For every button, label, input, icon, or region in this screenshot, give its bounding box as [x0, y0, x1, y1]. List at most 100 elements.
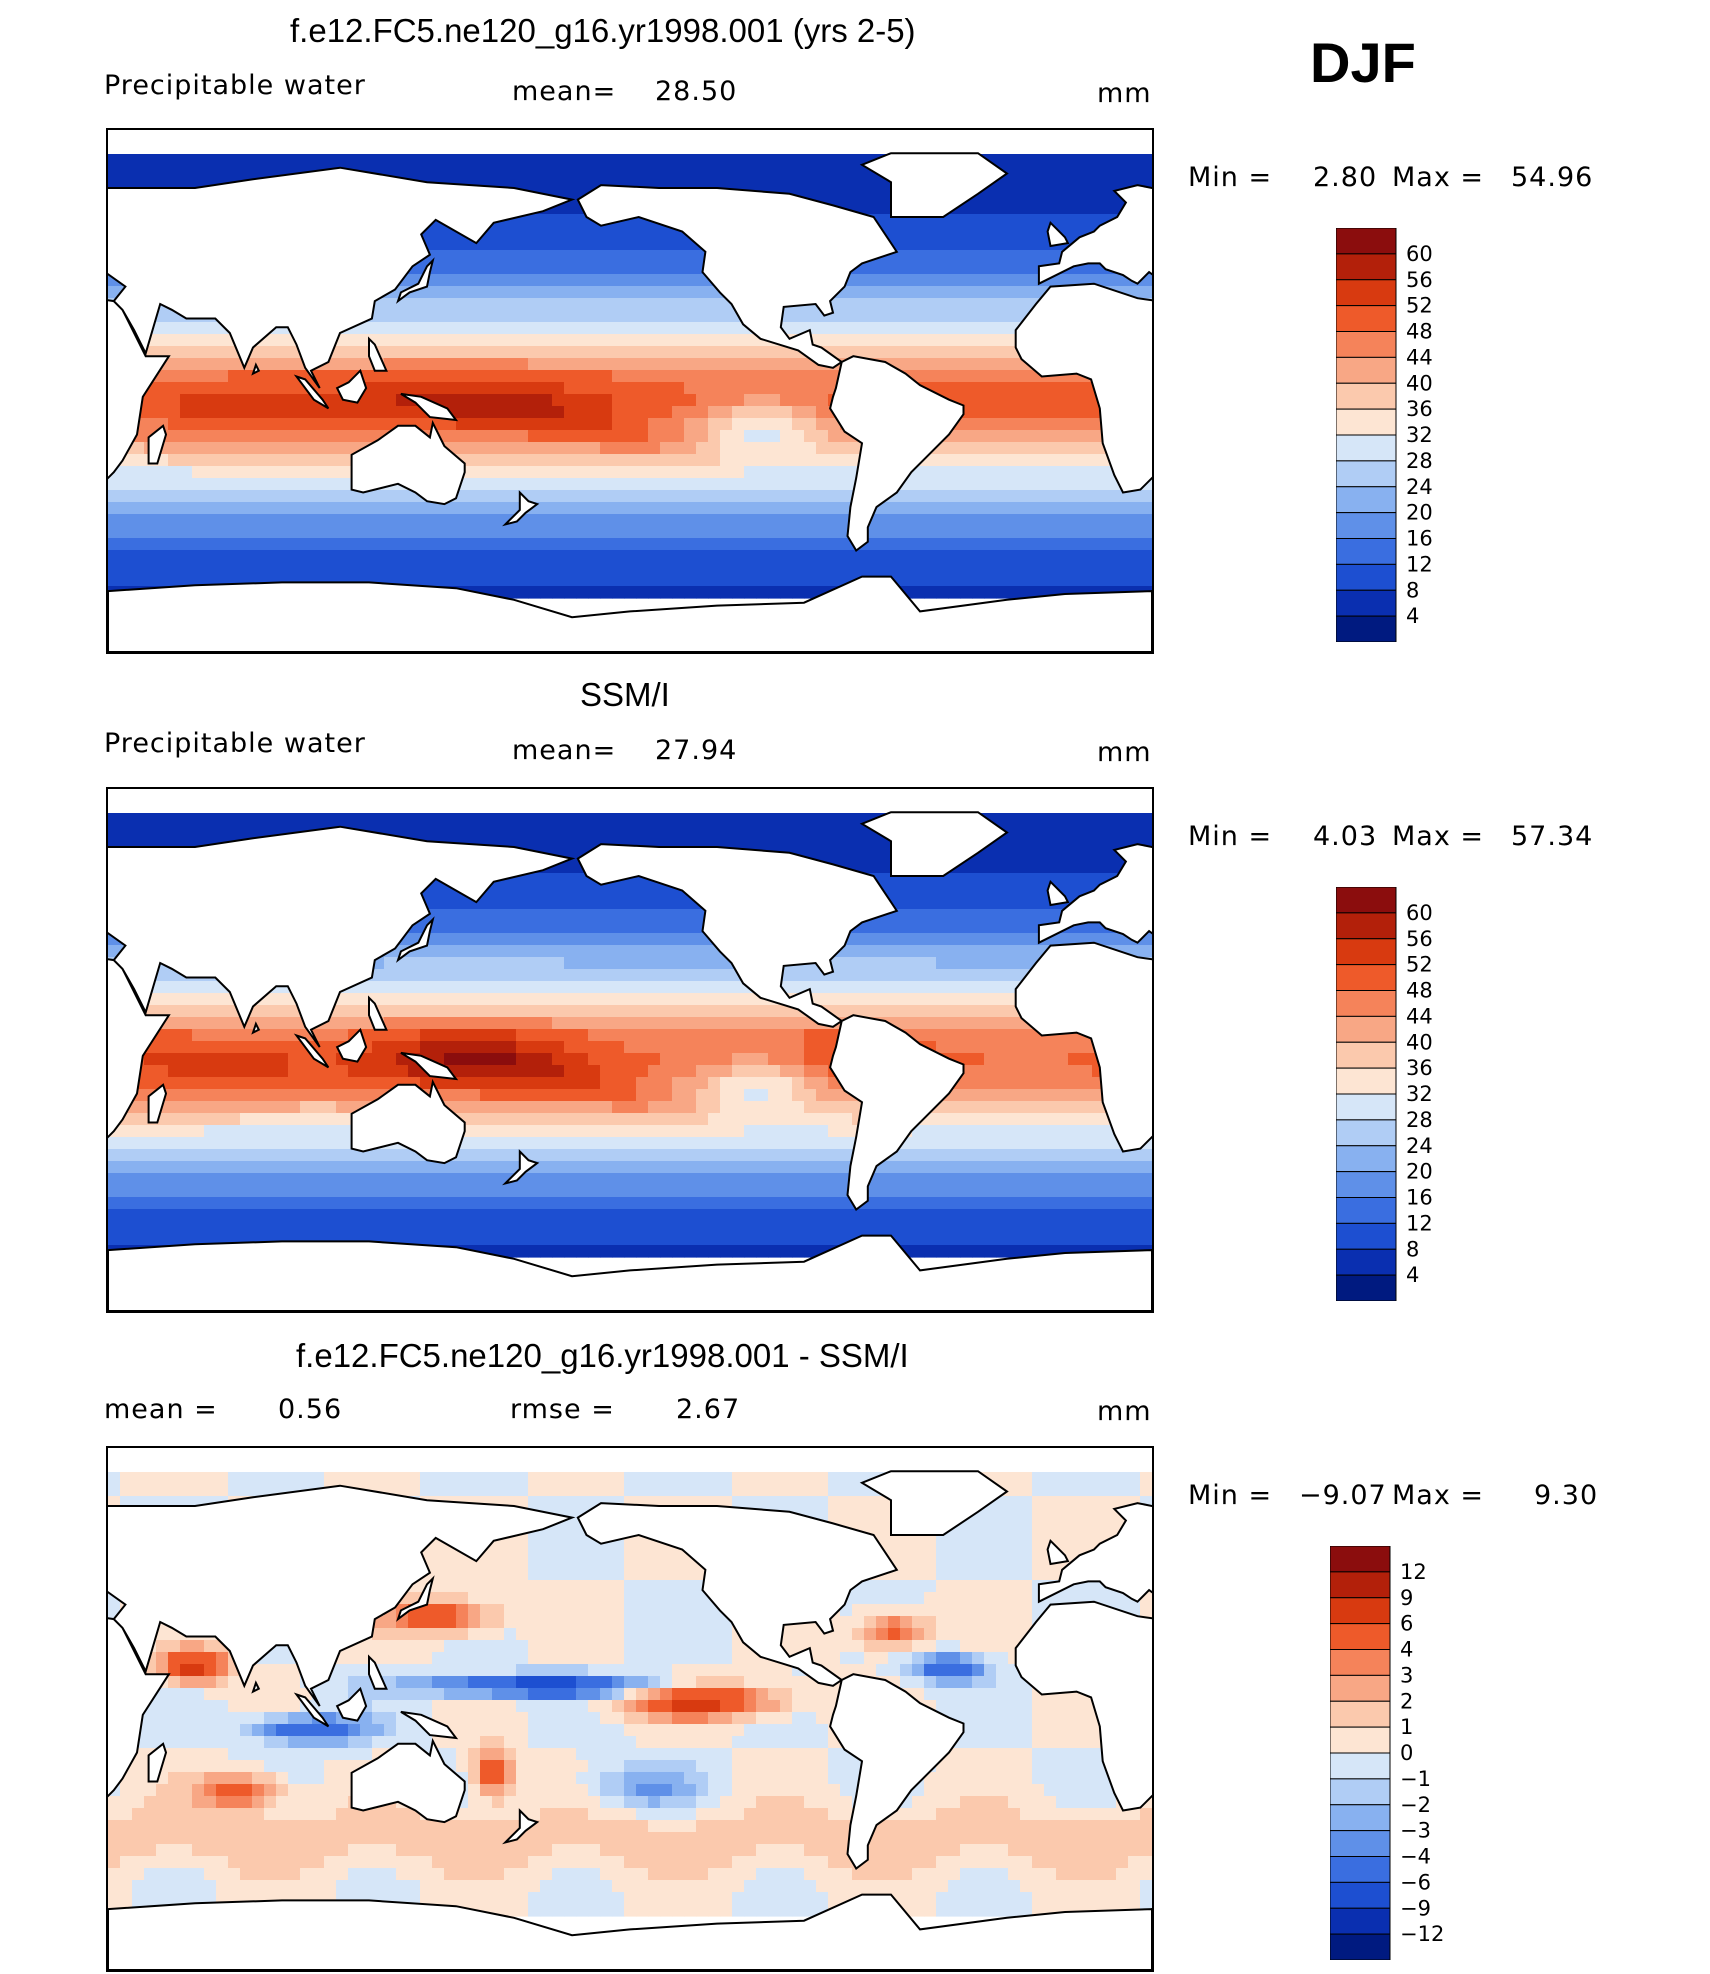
colorbar-swatch	[1336, 331, 1397, 358]
colorbar-swatch	[1336, 382, 1397, 410]
colorbar-tick-label: 36	[1406, 1056, 1433, 1080]
landmass-namerica	[576, 843, 899, 1028]
colorbar-swatch	[1330, 1778, 1391, 1806]
landmass-greenland	[859, 152, 1009, 218]
colorbar-swatch	[1336, 1015, 1397, 1043]
panel-2-units: mm	[1097, 737, 1152, 768]
colorbar-tick-label: 6	[1400, 1612, 1413, 1636]
landmass-japan	[396, 257, 435, 304]
panel-3-units: mm	[1097, 1396, 1152, 1427]
colorbar-tick-label: 56	[1406, 268, 1433, 292]
colorbar-swatch	[1330, 1881, 1391, 1909]
landmass-philippines	[368, 995, 388, 1031]
colorbar-swatch	[1336, 253, 1397, 281]
colorbar-swatch	[1336, 887, 1397, 914]
colorbar-swatch	[1330, 1907, 1391, 1935]
colorbar-swatch	[1336, 1197, 1397, 1224]
colorbar-swatch	[1330, 1726, 1391, 1754]
panel-3-rmse-value: 2.67	[676, 1394, 741, 1425]
landmass-philippines	[368, 336, 388, 372]
landmass-sumatra	[293, 374, 330, 410]
panel-2-mean-value: 27.94	[655, 735, 738, 766]
colorbar-swatch	[1330, 1856, 1391, 1883]
colorbar-swatch	[1330, 1649, 1391, 1676]
landmass-africa	[1014, 1600, 1152, 1812]
panel-3-max-value: 9.30	[1534, 1480, 1599, 1511]
panel-3-map	[106, 1446, 1154, 1972]
landmass-eurasia	[108, 1484, 576, 1707]
colorbar-swatch	[1336, 538, 1397, 565]
landmass-sumatra	[293, 1692, 330, 1728]
colorbar-tick-label: −4	[1400, 1845, 1431, 1869]
landmass-india_sri	[251, 1680, 261, 1694]
landmass-borneo	[335, 1027, 368, 1063]
landmass-eurasia	[1037, 843, 1152, 945]
colorbar-swatch	[1336, 512, 1397, 539]
colorbar-swatch	[1336, 279, 1397, 307]
colorbar-swatch	[1330, 1674, 1391, 1702]
colorbar-tick-label: 52	[1406, 953, 1433, 977]
colorbar-swatch	[1336, 1171, 1397, 1198]
colorbar-tick-label: 4	[1400, 1638, 1413, 1662]
panel-3-min-value: −9.07	[1299, 1480, 1387, 1511]
panel-3-mean-label: mean =	[104, 1394, 218, 1425]
colorbar-tick-label: 28	[1406, 449, 1433, 473]
colorbar-swatch	[1336, 486, 1397, 514]
landmass-samerica	[829, 355, 965, 552]
landmass-australia	[350, 1078, 466, 1165]
colorbar-swatch	[1330, 1830, 1391, 1857]
panel-1-title: f.e12.FC5.ne120_g16.yr1998.001 (yrs 2-5)	[290, 12, 916, 49]
landmass-uk	[1046, 1538, 1070, 1566]
colorbar-swatch	[1336, 1093, 1397, 1121]
colorbar-tick-label: 8	[1406, 1237, 1419, 1261]
colorbar-swatch	[1336, 1119, 1397, 1147]
landmass-australia	[350, 1737, 466, 1824]
landmass-india_sri	[251, 362, 261, 376]
colorbar-tick-label: −6	[1400, 1870, 1431, 1894]
colorbar-tick-label: 40	[1406, 1030, 1433, 1054]
colorbar-tick-label: 48	[1406, 979, 1433, 1003]
season-label: DJF	[1310, 31, 1416, 94]
colorbar-tick-label: 16	[1406, 527, 1433, 551]
colorbar-swatch	[1336, 1274, 1397, 1301]
landmass-nz	[502, 1808, 540, 1845]
colorbar-tick-label: 36	[1406, 397, 1433, 421]
colorbar-tick-label: 60	[1406, 242, 1433, 266]
colorbar-tick-label: 56	[1406, 927, 1433, 951]
colorbar-tick-label: 52	[1406, 294, 1433, 318]
colorbar-tick-label: 48	[1406, 320, 1433, 344]
colorbar-tick-label: 12	[1406, 552, 1433, 576]
landmass-africa	[1014, 941, 1152, 1153]
colorbar-tick-label: −1	[1400, 1767, 1431, 1791]
colorbar-tick-label: 8	[1406, 578, 1419, 602]
landmass-australia	[350, 419, 466, 506]
panel-1-units: mm	[1097, 78, 1152, 109]
colorbar-swatch	[1336, 938, 1397, 966]
colorbar-tick-label: 3	[1400, 1663, 1413, 1687]
colorbar-tick-label: 24	[1406, 475, 1433, 499]
colorbar-swatch	[1336, 356, 1397, 384]
panel-2-max-label: Max =	[1392, 821, 1485, 852]
landmass-eurasia	[1037, 1502, 1152, 1604]
colorbar-swatch	[1336, 1248, 1397, 1276]
panel-2-colorbar: 60 56 52 48 44 40 36 32 28 24 20 16 12 8 4	[1336, 887, 1466, 1301]
colorbar-swatch	[1336, 434, 1397, 462]
landmass-africa	[108, 958, 171, 1139]
colorbar-tick-label: 60	[1406, 901, 1433, 925]
colorbar-swatch	[1336, 589, 1397, 617]
colorbar-swatch	[1336, 615, 1397, 642]
colorbar-swatch	[1336, 912, 1397, 940]
panel-1-min-value: 2.80	[1313, 162, 1378, 193]
landmass-namerica	[576, 184, 899, 369]
colorbar-swatch	[1336, 228, 1397, 255]
landmass-eurasia	[1037, 184, 1152, 286]
colorbar-swatch	[1330, 1804, 1391, 1832]
landmass-greenland	[859, 811, 1009, 877]
landmass-africa	[108, 299, 171, 480]
panel-2-min-value: 4.03	[1313, 821, 1378, 852]
landmass-antarctica	[108, 1234, 1152, 1311]
colorbar-tick-label: 12	[1406, 1211, 1433, 1235]
panel-3-colorbar: 12 9 6 4 3 2 1 0 −1 −2 −3 −4 −6 −9 −12	[1330, 1546, 1470, 1960]
colorbar-swatch	[1330, 1571, 1391, 1599]
